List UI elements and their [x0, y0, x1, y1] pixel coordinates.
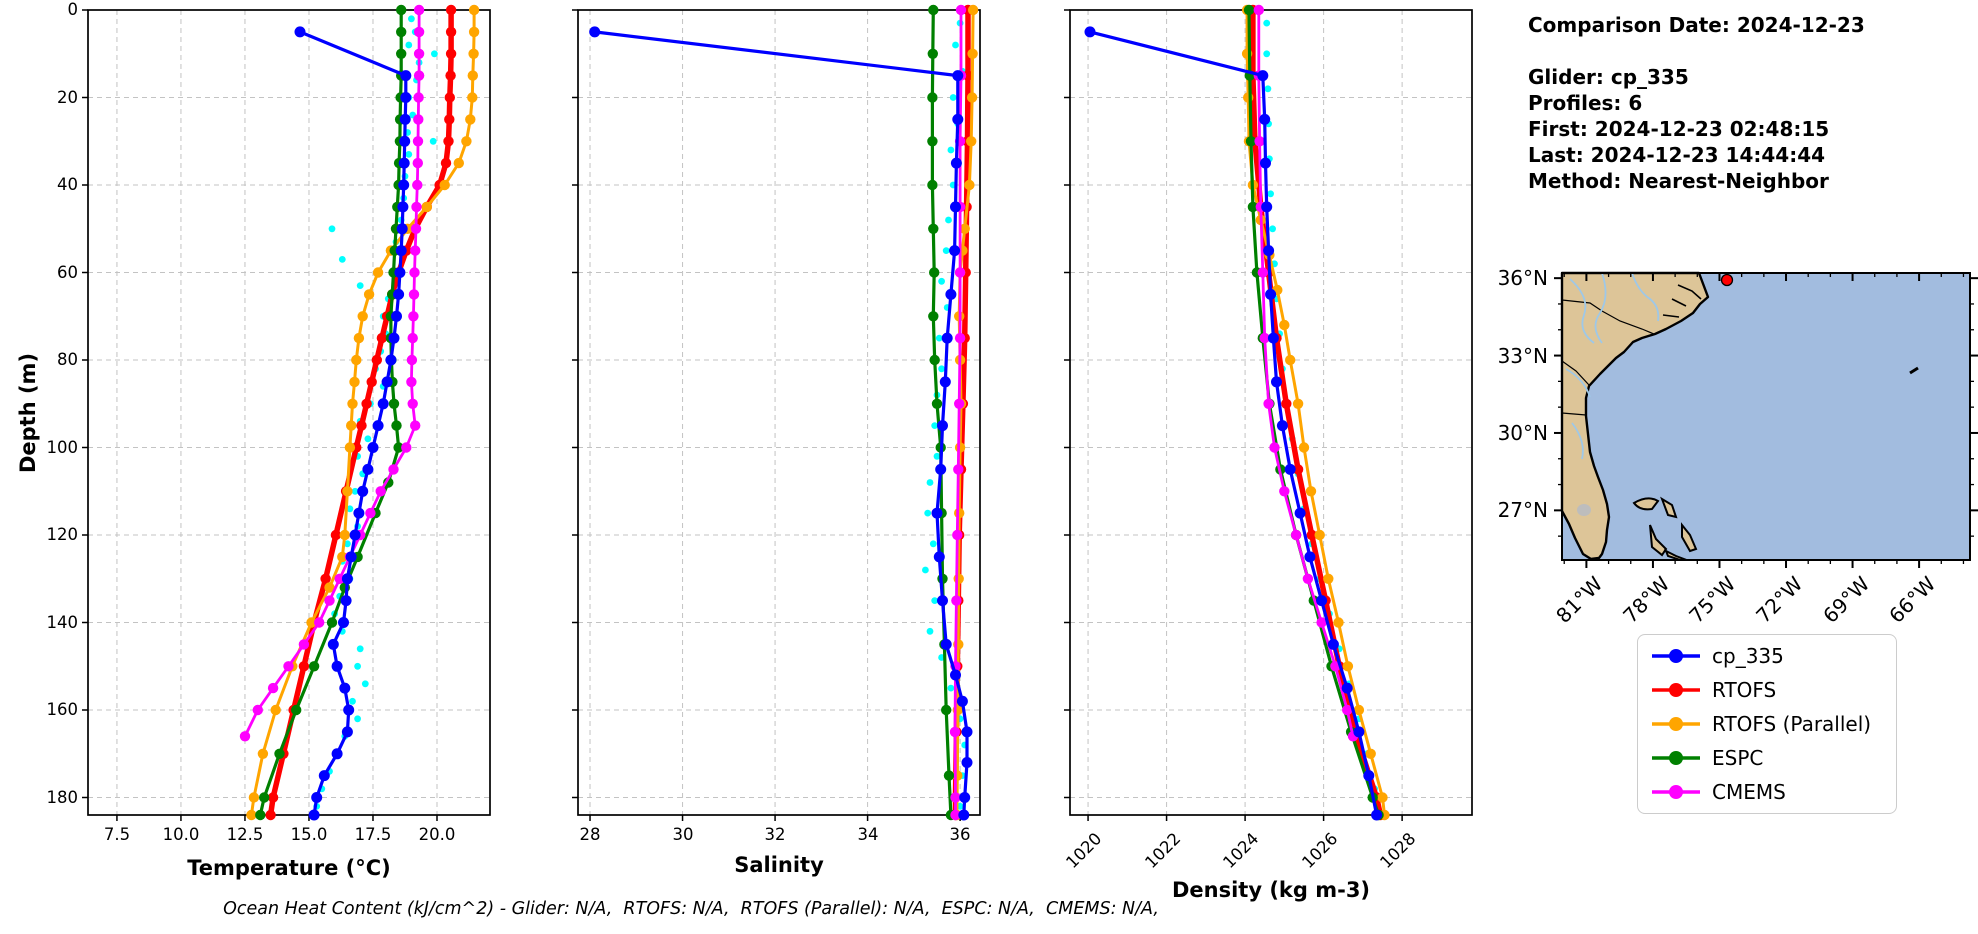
map-lat-tick-label: 33°N — [1497, 344, 1548, 368]
map-lat-tick-label: 36°N — [1497, 266, 1548, 290]
temperature-x-tick-label: 10.0 — [162, 825, 200, 844]
map-lon-tick-label: 75°W — [1684, 571, 1741, 628]
depth-tick-label: 0 — [67, 0, 79, 19]
depth-tick-label: 20 — [57, 88, 78, 107]
salinity-x-tick-label: 30 — [672, 825, 694, 844]
series-CMEMS — [239, 4, 425, 742]
map-rivers — [1565, 272, 1660, 460]
comparison-date-text: Comparison Date: 2024-12-23 — [1528, 13, 1865, 37]
salinity-profile-chart — [572, 4, 981, 821]
info-spacer — [1528, 38, 1865, 64]
last-profile-time-text: Last: 2024-12-23 14:44:44 — [1528, 143, 1826, 167]
depth-tick-label: 80 — [57, 350, 78, 369]
series-CMEMS — [949, 4, 967, 821]
temperature-x-tick-label: 20.0 — [418, 825, 456, 844]
density-x-tick-label: 1028 — [1376, 829, 1420, 873]
legend-item-cmems: CMEMS — [1650, 775, 1896, 809]
map-land-coastline — [1560, 271, 1710, 561]
map-lat-tick-label: 27°N — [1497, 498, 1548, 522]
depth-tick-label: 100 — [46, 438, 79, 457]
map-lon-tick-label: 81°W — [1551, 571, 1608, 628]
legend-item-label: RTOFS — [1712, 678, 1777, 702]
legend-marker-icon — [1652, 649, 1700, 663]
legend: cp_335 RTOFS RTOFS (Parallel) ESPC CMEMS — [1637, 634, 1897, 814]
temperature-x-axis-label: Temperature (°C) — [187, 856, 391, 880]
map-bermuda — [1909, 366, 1919, 375]
series-ESPC — [255, 4, 407, 821]
depth-tick-label: 60 — [57, 263, 78, 282]
series-RTOFS — [265, 4, 457, 821]
temperature-x-tick-label: 12.5 — [226, 825, 264, 844]
map-canvas — [1554, 271, 1978, 568]
first-profile-time-text: First: 2024-12-23 02:48:15 — [1528, 117, 1830, 141]
temperature-x-tick-label: 15.0 — [290, 825, 328, 844]
map-lon-tick-label: 69°W — [1818, 571, 1875, 628]
density-x-tick-label: 1026 — [1298, 829, 1342, 873]
glider-location-marker — [1720, 273, 1734, 287]
series-cp_335 — [1084, 26, 1383, 821]
legend-item-label: CMEMS — [1712, 780, 1786, 804]
map-lat-tick-label: 30°N — [1497, 421, 1548, 445]
salinity-x-tick-label: 32 — [764, 825, 786, 844]
legend-marker-icon — [1652, 751, 1700, 765]
legend-item-label: ESPC — [1712, 746, 1764, 770]
temperature-x-tick-label: 7.5 — [103, 825, 131, 844]
legend-item-espc: ESPC — [1650, 741, 1896, 775]
location-map — [1554, 271, 1978, 568]
salinity-x-tick-label: 36 — [949, 825, 971, 844]
profiles-count-text: Profiles: 6 — [1528, 91, 1643, 115]
depth-tick-label: 40 — [57, 175, 78, 194]
series-RTOFS-Parallel — [246, 4, 480, 821]
map-lon-tick-label: 66°W — [1884, 571, 1941, 628]
series-ESPC — [927, 4, 957, 821]
temperature-profile-chart — [82, 4, 491, 821]
series-cp_335 — [589, 26, 973, 821]
map-lon-tick-label: 72°W — [1751, 571, 1808, 628]
legend-item-rtofs: RTOFS — [1650, 673, 1896, 707]
legend-item-label: cp_335 — [1712, 644, 1784, 668]
series-CMEMS — [1253, 4, 1359, 742]
salinity-x-axis-label: Salinity — [734, 853, 824, 877]
density-profile-chart — [1064, 4, 1473, 821]
ohc-footer-text: Ocean Heat Content (kJ/cm^2) - Glider: N… — [223, 899, 1159, 919]
density-x-tick-label: 1020 — [1062, 829, 1106, 873]
depth-tick-label: 120 — [46, 525, 79, 544]
map-sounds-detail — [1662, 284, 1702, 318]
legend-item-cp-335: cp_335 — [1650, 639, 1896, 673]
depth-tick-label: 180 — [46, 788, 79, 807]
legend-marker-icon — [1652, 717, 1700, 731]
legend-marker-icon — [1652, 683, 1700, 697]
legend-item-label: RTOFS (Parallel) — [1712, 712, 1872, 736]
series-cp_335 — [294, 26, 412, 821]
density-x-tick-label: 1024 — [1219, 829, 1263, 873]
map-lon-tick-label: 78°W — [1618, 571, 1675, 628]
map-bahamas-islands — [1632, 496, 1698, 562]
method-text: Method: Nearest-Neighbor — [1528, 169, 1829, 193]
temperature-x-tick-label: 17.5 — [354, 825, 392, 844]
density-x-tick-label: 1022 — [1141, 829, 1185, 873]
map-frame — [1561, 272, 1971, 561]
salinity-x-tick-label: 28 — [579, 825, 601, 844]
map-lake — [1577, 504, 1591, 516]
info-panel: Comparison Date: 2024-12-23 Glider: cp_3… — [1528, 12, 1865, 194]
density-x-axis-label: Density (kg m-3) — [1171, 878, 1371, 902]
salinity-x-tick-label: 34 — [857, 825, 879, 844]
depth-tick-label: 140 — [46, 613, 79, 632]
depth-tick-label: 160 — [46, 700, 79, 719]
glider-name-text: Glider: cp_335 — [1528, 65, 1689, 89]
legend-marker-icon — [1652, 785, 1700, 799]
legend-item-rtofs-parallel-: RTOFS (Parallel) — [1650, 707, 1896, 741]
